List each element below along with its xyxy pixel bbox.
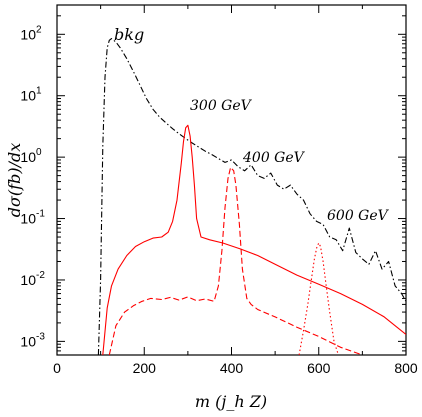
y-axis-title: dσ(fb)/dx <box>5 143 24 217</box>
series-group <box>97 38 406 355</box>
x-tick-label: 0 <box>53 360 61 376</box>
y-tick-label: 10 <box>20 88 36 104</box>
y-tick-label: 10 <box>20 272 36 288</box>
annotation-400gev: 400 GeV <box>242 150 306 166</box>
y-tick-label: 10 <box>20 211 36 227</box>
series-line-solid <box>102 124 406 355</box>
y-tick-exponent: 1 <box>36 86 42 97</box>
annotation-bkg: bkg <box>114 25 144 44</box>
plot-frame <box>56 4 407 356</box>
x-tick-label: 800 <box>394 360 418 376</box>
y-tick-exponent: -3 <box>36 331 45 342</box>
series-line-dotted <box>298 242 339 355</box>
y-tick-exponent: 2 <box>36 24 42 35</box>
x-tick-label: 600 <box>307 360 331 376</box>
y-tick-label: 10 <box>20 333 36 349</box>
y-tick-exponent: 0 <box>36 147 42 158</box>
annotation-300gev: 300 GeV <box>190 98 253 114</box>
x-tick-labels: 0 200 400 600 800 <box>53 360 418 376</box>
x-axis-title: m (j_h Z) <box>195 392 267 411</box>
y-tick-exponent: -1 <box>36 209 45 220</box>
axis-ticks <box>56 4 407 356</box>
series-line-dashed <box>108 166 363 355</box>
series-line-dashdot <box>97 38 406 355</box>
annotation-600gev: 600 GeV <box>327 208 390 224</box>
y-tick-label: 10 <box>20 26 36 42</box>
y-tick-label: 10 <box>20 149 36 165</box>
y-tick-exponent: -2 <box>36 270 45 281</box>
x-tick-label: 400 <box>220 360 244 376</box>
x-tick-label: 200 <box>133 360 157 376</box>
